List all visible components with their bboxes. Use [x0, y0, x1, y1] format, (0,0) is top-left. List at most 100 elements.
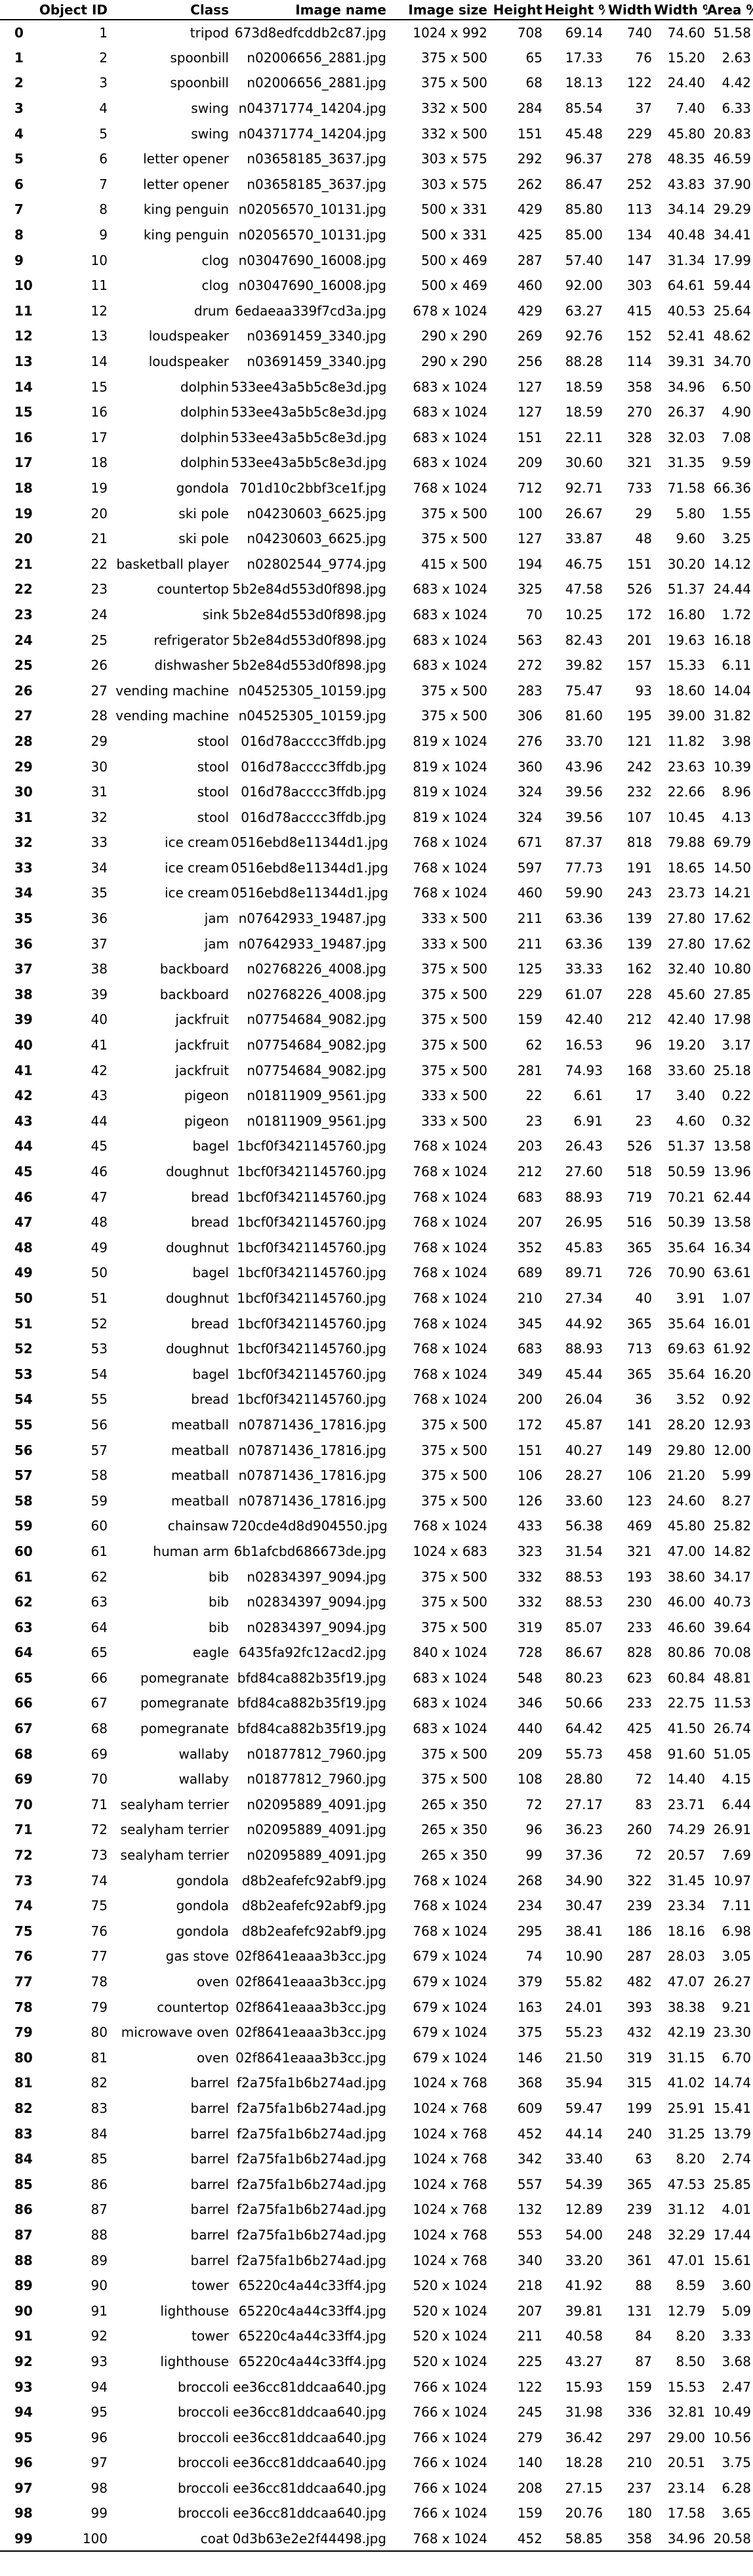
- width-cell: 151: [626, 556, 652, 572]
- height-cell: 342: [517, 2151, 542, 2167]
- height-pct-cell: 86.67: [565, 1645, 603, 1661]
- table-row: 4 5 swing n04371774_14204.jpg 332 x 500 151 45…: [0, 121, 753, 146]
- table-row: 42 43 pigeon n01811909_9561.jpg 333 x 500 22 6…: [0, 1083, 753, 1109]
- width-pct-cell: 31.35: [667, 455, 705, 471]
- height-cell: 324: [517, 809, 542, 825]
- image-size-cell: 1024 x 768: [413, 2125, 487, 2142]
- image-name-cell: n02056570_10131.jpg: [238, 201, 386, 218]
- width-cell: 623: [626, 1669, 652, 1686]
- object-id-cell: 20: [91, 505, 108, 521]
- image-name-cell: 0516ebd8e11344d1.jpg: [231, 885, 388, 901]
- image-name-cell: 1bcf0f3421145760.jpg: [237, 1189, 386, 1205]
- width-cell: 526: [626, 1138, 652, 1155]
- width-pct-cell: 70.90: [667, 1265, 705, 1281]
- width-cell: 139: [626, 910, 652, 927]
- width-pct-cell: 39.00: [667, 708, 705, 724]
- class-cell: oven: [196, 2049, 229, 2066]
- class-cell: backboard: [159, 986, 229, 1002]
- table-row: 78 79 countertop 02f8641eaaa3b3cc.jpg 679 x …: [0, 1994, 753, 2020]
- width-cell: 365: [626, 1315, 652, 1332]
- height-pct-cell: 63.27: [565, 302, 603, 319]
- height-pct-cell: 59.47: [565, 2100, 603, 2116]
- object-id-cell: 25: [91, 632, 108, 648]
- object-id-cell: 51: [91, 1290, 108, 1306]
- class-cell: pigeon: [184, 1113, 229, 1129]
- class-cell: barrel: [190, 2201, 229, 2218]
- width-pct-cell: 20.51: [667, 2455, 705, 2471]
- image-size-cell: 1024 x 768: [413, 2075, 487, 2091]
- image-name-cell: bfd84ca882b35f19.jpg: [237, 1669, 386, 1686]
- image-name-cell: 1bcf0f3421145760.jpg: [237, 1265, 386, 1281]
- table-row: 60 61 human arm 6b1afcbd686673de.jpg 1024 x …: [0, 1539, 753, 1564]
- table-row: 83 84 barrel f2a75fa1b6b274ad.jpg 1024 x 768…: [0, 2121, 753, 2146]
- area-pct-cell: 23.30: [713, 2024, 751, 2041]
- width-cell: 425: [626, 1721, 652, 1737]
- table-row: 10 11 clog n03047690_16008.jpg 500 x 469 460 9…: [0, 273, 753, 298]
- height-pct-cell: 85.54: [565, 100, 603, 117]
- image-name-cell: 0516ebd8e11344d1.jpg: [231, 834, 388, 851]
- area-pct-cell: 26.27: [713, 1974, 751, 1990]
- height-cell: 207: [517, 2302, 542, 2319]
- image-size-cell: 683 x 1024: [413, 657, 487, 674]
- area-pct-cell: 0.22: [722, 1088, 751, 1104]
- area-pct-cell: 14.74: [713, 2075, 751, 2091]
- image-size-cell: 1024 x 768: [413, 2100, 487, 2116]
- width-pct-cell: 31.34: [667, 252, 705, 268]
- table-row: 18 19 gondola 701d10c2bbf3ce1f.jpg 768 x 102…: [0, 476, 753, 501]
- image-name-cell: 673d8edfcddb2c87.jpg: [234, 24, 386, 41]
- height-cell: 125: [517, 961, 542, 977]
- width-cell: 233: [626, 1695, 652, 1711]
- width-cell: 191: [626, 859, 652, 876]
- row-index: 94: [14, 2404, 33, 2421]
- height-pct-cell: 88.93: [565, 1189, 603, 1205]
- height-pct-cell: 82.43: [565, 632, 603, 648]
- image-name-cell: n02768226_4008.jpg: [247, 961, 386, 977]
- class-cell: sealyham terrier: [120, 1822, 229, 1838]
- table-row: 44 45 bagel 1bcf0f3421145760.jpg 768 x 1024 2…: [0, 1134, 753, 1159]
- image-name-cell: n03658185_3637.jpg: [247, 176, 386, 192]
- row-index: 36: [14, 935, 33, 952]
- image-size-cell: 375 x 500: [421, 1467, 487, 1484]
- width-pct-cell: 38.60: [667, 1568, 705, 1585]
- height-cell: 345: [517, 1315, 542, 1332]
- width-pct-cell: 23.34: [667, 1898, 705, 1914]
- object-id-cell: 32: [91, 809, 108, 825]
- row-index: 5: [14, 151, 24, 167]
- height-cell: 100: [517, 505, 542, 521]
- width-cell: 248: [626, 2226, 652, 2243]
- row-index: 45: [14, 1164, 33, 1180]
- object-id-cell: 62: [91, 1568, 108, 1585]
- table-row: 58 59 meatball n07871436_17816.jpg 375 x 500…: [0, 1488, 753, 1513]
- row-index: 25: [14, 657, 33, 674]
- height-pct-cell: 20.76: [565, 2505, 603, 2522]
- width-pct-cell: 19.20: [667, 1037, 705, 1053]
- table-row: 66 67 pomegranate bfd84ca882b35f19.jpg 683 x…: [0, 1690, 753, 1716]
- height-cell: 209: [517, 1746, 542, 1762]
- width-pct-cell: 28.20: [667, 1416, 705, 1433]
- image-size-cell: 683 x 1024: [413, 455, 487, 471]
- object-id-cell: 86: [91, 2176, 108, 2192]
- image-size-cell: 766 x 1024: [413, 2505, 487, 2522]
- width-cell: 358: [626, 378, 652, 395]
- height-cell: 23: [525, 1113, 542, 1129]
- height-cell: 683: [517, 1189, 542, 1205]
- width-pct-cell: 74.29: [667, 1822, 705, 1838]
- row-index: 30: [14, 784, 33, 800]
- object-id-cell: 27: [91, 682, 108, 699]
- class-cell: broccoli: [177, 2505, 229, 2522]
- height-pct-cell: 39.81: [565, 2302, 603, 2319]
- row-index: 75: [14, 1923, 33, 1939]
- image-size-cell: 375 x 500: [421, 708, 487, 724]
- width-cell: 322: [626, 1872, 652, 1889]
- width-pct-cell: 46.60: [667, 1619, 705, 1635]
- width-cell: 242: [626, 758, 652, 775]
- image-size-cell: 768 x 1024: [413, 1290, 487, 1306]
- image-name-cell: n02802544_9774.jpg: [247, 556, 386, 572]
- width-pct-cell: 32.40: [667, 961, 705, 977]
- table-row: 77 78 oven 02f8641eaaa3b3cc.jpg 679 x 1024 37…: [0, 1969, 753, 1995]
- row-index: 86: [14, 2201, 33, 2218]
- image-name-cell: 5b2e84d553d0f898.jpg: [232, 657, 386, 674]
- height-pct-cell: 54.39: [565, 2176, 603, 2192]
- image-size-cell: 1024 x 992: [413, 24, 487, 41]
